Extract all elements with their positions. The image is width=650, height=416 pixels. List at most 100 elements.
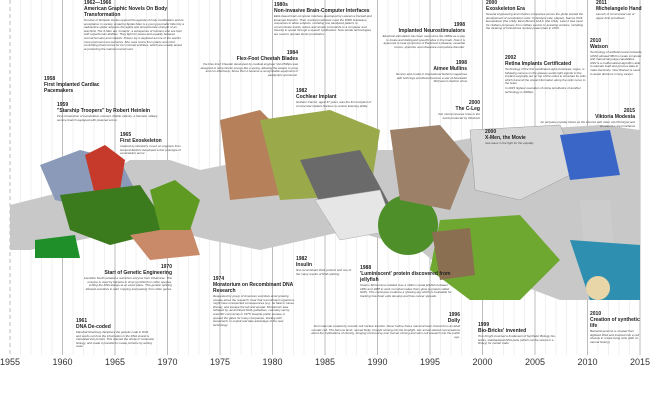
green-globe-image xyxy=(378,195,438,255)
event-description: Requested by group of American scientist… xyxy=(213,294,295,327)
event-title: Michelangelo Hand xyxy=(596,6,642,12)
timeline-event: 1961 DNA De-coded Marshall Nirenberg decip… xyxy=(76,318,154,349)
event-year: 1988 xyxy=(360,265,372,271)
axis-tick-label: 2010 xyxy=(577,357,598,367)
event-title: 'Luminiscent' protein discovered from je… xyxy=(360,271,451,283)
event-note: In 2015 highest resolution of retina pro… xyxy=(505,85,581,94)
timeline-event: 2015 Viktoria Modesta An amputee popstar b… xyxy=(540,108,635,128)
superhero-image xyxy=(85,145,125,195)
event-title: First Implanted Cardiac Pacemakers xyxy=(44,82,100,94)
event-title: Viktoria Modesta xyxy=(595,114,635,120)
timeline-event: 1982 Insulin first recombinant DNA product… xyxy=(296,256,354,276)
event-description: Hamilton Smith isolated a restriction en… xyxy=(84,276,172,291)
timeline-event: 1999 Bio-Bricks' invented Tom Knight inven… xyxy=(478,322,563,346)
event-year: 2002 xyxy=(505,55,517,61)
event-year: 1980s xyxy=(274,2,288,8)
timeline-event: 1970 Start of Genetic Engineering Hamilton… xyxy=(82,264,172,291)
event-description: Number of fantastic stories opened the a… xyxy=(84,18,184,51)
event-title: Creation of synthetic life xyxy=(590,317,640,329)
timeline-event: 1962—1966 American Graphic Novels On Body… xyxy=(84,0,184,51)
event-description: Technology of the first certificated sig… xyxy=(505,67,587,86)
axis-tick-label: 2015 xyxy=(629,357,650,367)
timeline-event: 1984 Flex-Foot Cheetah Blades the Flex-Foo… xyxy=(198,50,298,77)
event-year: 1982 xyxy=(296,88,308,94)
timeline-event: 1974 Moratorium on Recombinant DNA Resear… xyxy=(213,276,295,327)
event-title: First Exoskeleton xyxy=(120,138,162,144)
event-description: EEG-based brain-computer interface devel… xyxy=(274,14,372,36)
event-title: Aimee Mullins xyxy=(433,66,467,72)
event-year: 1996 xyxy=(448,312,460,318)
event-title: Cochlear Implant xyxy=(296,94,337,100)
timeline-event: 1958 First Implanted Cardiac Pacemakers xyxy=(44,76,104,94)
axis-tick-label: 1965 xyxy=(104,357,126,367)
event-year: 1998 xyxy=(453,22,465,28)
event-description: Inspired by Heinlein's novel, an enginee… xyxy=(120,144,181,156)
event-title: Bio-Bricks' invented xyxy=(478,328,527,334)
event-year: 1961 xyxy=(76,318,88,324)
axis-tick-label: 1995 xyxy=(419,357,441,367)
event-description: first recombinant DNA product and one of… xyxy=(296,268,352,276)
event-description: Launch of commercial use of upper-limb p… xyxy=(596,12,635,20)
event-title: Dolly xyxy=(447,318,460,324)
event-year: 1958 xyxy=(44,76,56,82)
event-description: new wave in the fight for the equality xyxy=(485,141,534,145)
axis-tick-label: 1975 xyxy=(209,357,231,367)
event-description: the Flex-Foot Cheetah developed by medic… xyxy=(200,62,298,77)
event-title: The C-Leg xyxy=(455,106,480,112)
event-description: Graham Carrick, aged 37 years, was the f… xyxy=(296,100,372,108)
timeline-event: 1998 Aimee Mullins Runner and model in int… xyxy=(395,60,467,84)
event-year: 2010 xyxy=(590,311,602,317)
event-year: 2000 xyxy=(486,0,498,6)
timeline-event: 1998 Implanted Neurostimulators Electrical… xyxy=(380,22,465,49)
axis-tick-label: 1990 xyxy=(367,357,388,367)
event-year: 2000 xyxy=(468,100,480,106)
flowers-image xyxy=(130,225,200,260)
event-year: 1974 xyxy=(213,276,225,282)
event-title: Start of Genetic Engineering xyxy=(104,270,172,276)
dna-grid-image xyxy=(60,185,170,245)
event-description: Electrical stimulation has been used sin… xyxy=(382,34,465,49)
event-title: Moratorium on Recombinant DNA Research xyxy=(213,282,294,294)
event-year: 1999 xyxy=(478,322,490,328)
event-year: 1970 xyxy=(160,264,172,270)
event-year: 1998 xyxy=(455,60,467,66)
event-year: 1959 xyxy=(57,102,69,108)
event-title: Flex-Foot Cheetah Blades xyxy=(236,56,298,62)
event-description: First mammal created by somatic cell nuc… xyxy=(311,324,460,339)
exoskeleton-image xyxy=(469,124,581,201)
timeline-event: 2000 X-Men, the Movie new wave in the figh… xyxy=(485,129,543,146)
axis-tick-label: 1980 xyxy=(262,357,283,367)
event-title: Implanted Neurostimulators xyxy=(398,28,465,34)
green-dna-image xyxy=(35,235,80,258)
timeline-event: 2010 Creation of synthetic life Bacterial … xyxy=(590,311,640,344)
timeline-event: 2010 Watson Technology of artificial neura… xyxy=(590,38,642,76)
timeline-event: 1980s Non-invasive Brain-Computer Interfa… xyxy=(274,2,374,37)
event-title: X-Men, the Movie xyxy=(485,135,526,141)
event-title: "Starship Troopers" by Robert Heinlein xyxy=(57,108,151,114)
event-description: An amputee popstar blows up the internet… xyxy=(540,120,635,128)
timeline-event: 2002 Retina Implants Certificated Technolo… xyxy=(505,55,587,94)
event-title: Non-invasive Brain-Computer Interfaces xyxy=(274,8,370,14)
timeline-event: 1982 Cochlear Implant Graham Carrick, aged… xyxy=(296,88,381,108)
timeline-event: 2011 Michelangelo Hand Launch of commercia… xyxy=(596,0,642,20)
axis-tick-label: 1960 xyxy=(52,357,73,367)
timeline-event: 2000 Exoskeleton Era Several engineering a… xyxy=(486,0,586,31)
event-year: 2011 xyxy=(596,0,607,6)
timeline-event: 1959 "Starship Troopers" by Robert Heinle… xyxy=(57,102,162,122)
axis-tick-label: 2000 xyxy=(472,357,493,367)
timeline-event: 1988 'Luminiscent' protein discovered fro… xyxy=(360,265,455,298)
axis-tick-label: 1970 xyxy=(157,357,178,367)
event-title: American Graphic Novels On Body Transfor… xyxy=(84,6,168,18)
sheep-image xyxy=(432,228,475,280)
axis-tick-label: 1985 xyxy=(314,357,336,367)
event-year: 1984 xyxy=(286,50,298,56)
axis-tick-label: 2005 xyxy=(524,357,546,367)
event-description: First introduction of exoskeleton concep… xyxy=(57,114,158,122)
event-year: 2000 xyxy=(485,129,497,135)
event-description: Bacterial genome is created from digitis… xyxy=(590,329,639,344)
event-year: 2010 xyxy=(590,38,602,44)
event-title: DNA De-coded xyxy=(76,324,111,330)
event-year: 1982 xyxy=(296,256,308,262)
event-year: 1962—1966 xyxy=(84,0,112,6)
